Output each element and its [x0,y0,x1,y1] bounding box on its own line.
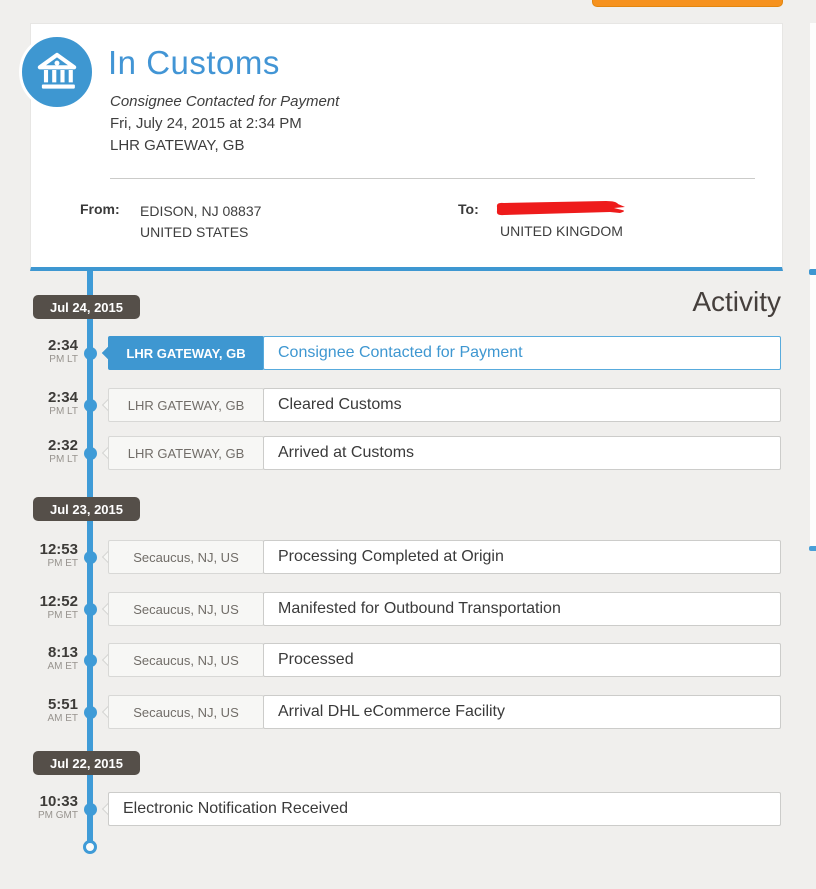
event-description: Cleared Customs [263,388,781,422]
timeline-dot [84,603,97,616]
from-label: From: [80,201,120,217]
timeline-dot [84,551,97,564]
timeline-event-row: 12:52 PM ET Secaucus, NJ, US Manifested … [0,592,783,626]
date-badge: Jul 23, 2015 [33,497,140,521]
timeline-event-row: 2:34 PM LT LHR GATEWAY, GB Cleared Custo… [0,388,783,422]
adjacent-panel-sliver [810,23,816,547]
timeline-dot [84,706,97,719]
event-time: 12:53 PM ET [39,541,78,569]
status-location: LHR GATEWAY, GB [110,137,245,154]
redacted-address-scribble [494,199,628,219]
event-time: 5:51 AM ET [47,696,78,724]
event-time: 2:34 PM LT [47,389,78,417]
from-address: EDISON, NJ 08837 UNITED STATES [140,201,261,243]
date-badge: Jul 24, 2015 [33,295,140,319]
event-description: Consignee Contacted for Payment [263,336,781,370]
event-description: Processing Completed at Origin [263,540,781,574]
adjacent-panel-border-tick [809,546,816,551]
bank-icon [35,48,79,97]
timeline-dot [84,447,97,460]
event-description: Electronic Notification Received [108,792,781,826]
adjacent-panel-border-tick [809,269,816,275]
event-time: 10:33 PM GMT [38,793,78,821]
timeline-dot [84,399,97,412]
timeline-end-circle [83,840,97,854]
timeline-event-row: 2:32 PM LT LHR GATEWAY, GB Arrived at Cu… [0,436,783,470]
timeline-event-row: 12:53 PM ET Secaucus, NJ, US Processing … [0,540,783,574]
timeline-dot [84,803,97,816]
event-time: 12:52 PM ET [39,593,78,621]
event-location: LHR GATEWAY, GB [108,436,264,470]
top-action-button[interactable] [592,0,783,7]
timeline-event-row: 8:13 AM ET Secaucus, NJ, US Processed [0,643,783,677]
event-description: Arrival DHL eCommerce Facility [263,695,781,729]
event-location: Secaucus, NJ, US [108,643,264,677]
to-label: To: [458,201,479,217]
timeline-event-row: 5:51 AM ET Secaucus, NJ, US Arrival DHL … [0,695,783,729]
event-location: LHR GATEWAY, GB [108,336,264,370]
status-subtitle: Consignee Contacted for Payment [110,93,340,110]
event-location: LHR GATEWAY, GB [108,388,264,422]
status-datetime: Fri, July 24, 2015 at 2:34 PM [110,115,302,132]
event-time: 2:34 PM LT [47,337,78,365]
event-location: Secaucus, NJ, US [108,592,264,626]
timeline-dot [84,654,97,667]
shipment-status-card [30,23,783,271]
date-badge: Jul 22, 2015 [33,751,140,775]
page-title: In Customs [108,44,280,81]
timeline-event-row: 10:33 PM GMT Electronic Notification Rec… [0,792,783,826]
from-line2: UNITED STATES [140,224,249,240]
customs-status-icon [19,34,95,110]
event-time: 2:32 PM LT [47,437,78,465]
event-description: Arrived at Customs [263,436,781,470]
timeline-dot [84,347,97,360]
event-time: 8:13 AM ET [47,644,78,672]
timeline-event-row: 2:34 PM LT LHR GATEWAY, GB Consignee Con… [0,336,783,370]
card-divider [110,178,755,179]
event-location: Secaucus, NJ, US [108,540,264,574]
event-location: Secaucus, NJ, US [108,695,264,729]
activity-heading: Activity [692,286,781,317]
from-line1: EDISON, NJ 08837 [140,203,262,219]
event-description: Manifested for Outbound Transportation [263,592,781,626]
to-country: UNITED KINGDOM [500,223,623,239]
event-description: Processed [263,643,781,677]
